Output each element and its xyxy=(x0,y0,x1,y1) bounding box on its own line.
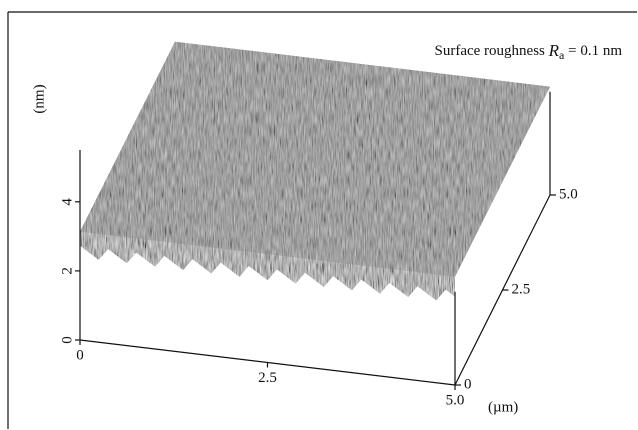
annotation-value: = 0.1 nm xyxy=(564,43,622,59)
annotation-text: Surface roughness xyxy=(435,43,549,59)
x-tick-label: 2.5 xyxy=(258,370,277,386)
annotation: Surface roughness Ra = 0.1 nm xyxy=(435,41,623,62)
x-axis-label: (µm) xyxy=(488,399,518,415)
y-tick-label: 0 xyxy=(464,376,472,392)
z-tick-label: 4 xyxy=(59,198,75,206)
annotation-symbol: R xyxy=(548,41,560,60)
y-tick-label: 2.5 xyxy=(512,281,531,297)
annotation-subscript: a xyxy=(559,48,565,62)
x-tick-label: 0 xyxy=(76,347,84,363)
x-tick-label: 5.0 xyxy=(446,392,465,408)
z-axis-label: (nm) xyxy=(31,84,47,113)
frame xyxy=(7,11,637,429)
surface-side xyxy=(80,231,455,301)
surface xyxy=(80,41,550,301)
z-tick-label: 2 xyxy=(59,267,75,275)
surface-texture xyxy=(80,41,550,277)
z-tick-label: 0 xyxy=(59,336,75,344)
y-tick-label: 5.0 xyxy=(559,186,578,202)
